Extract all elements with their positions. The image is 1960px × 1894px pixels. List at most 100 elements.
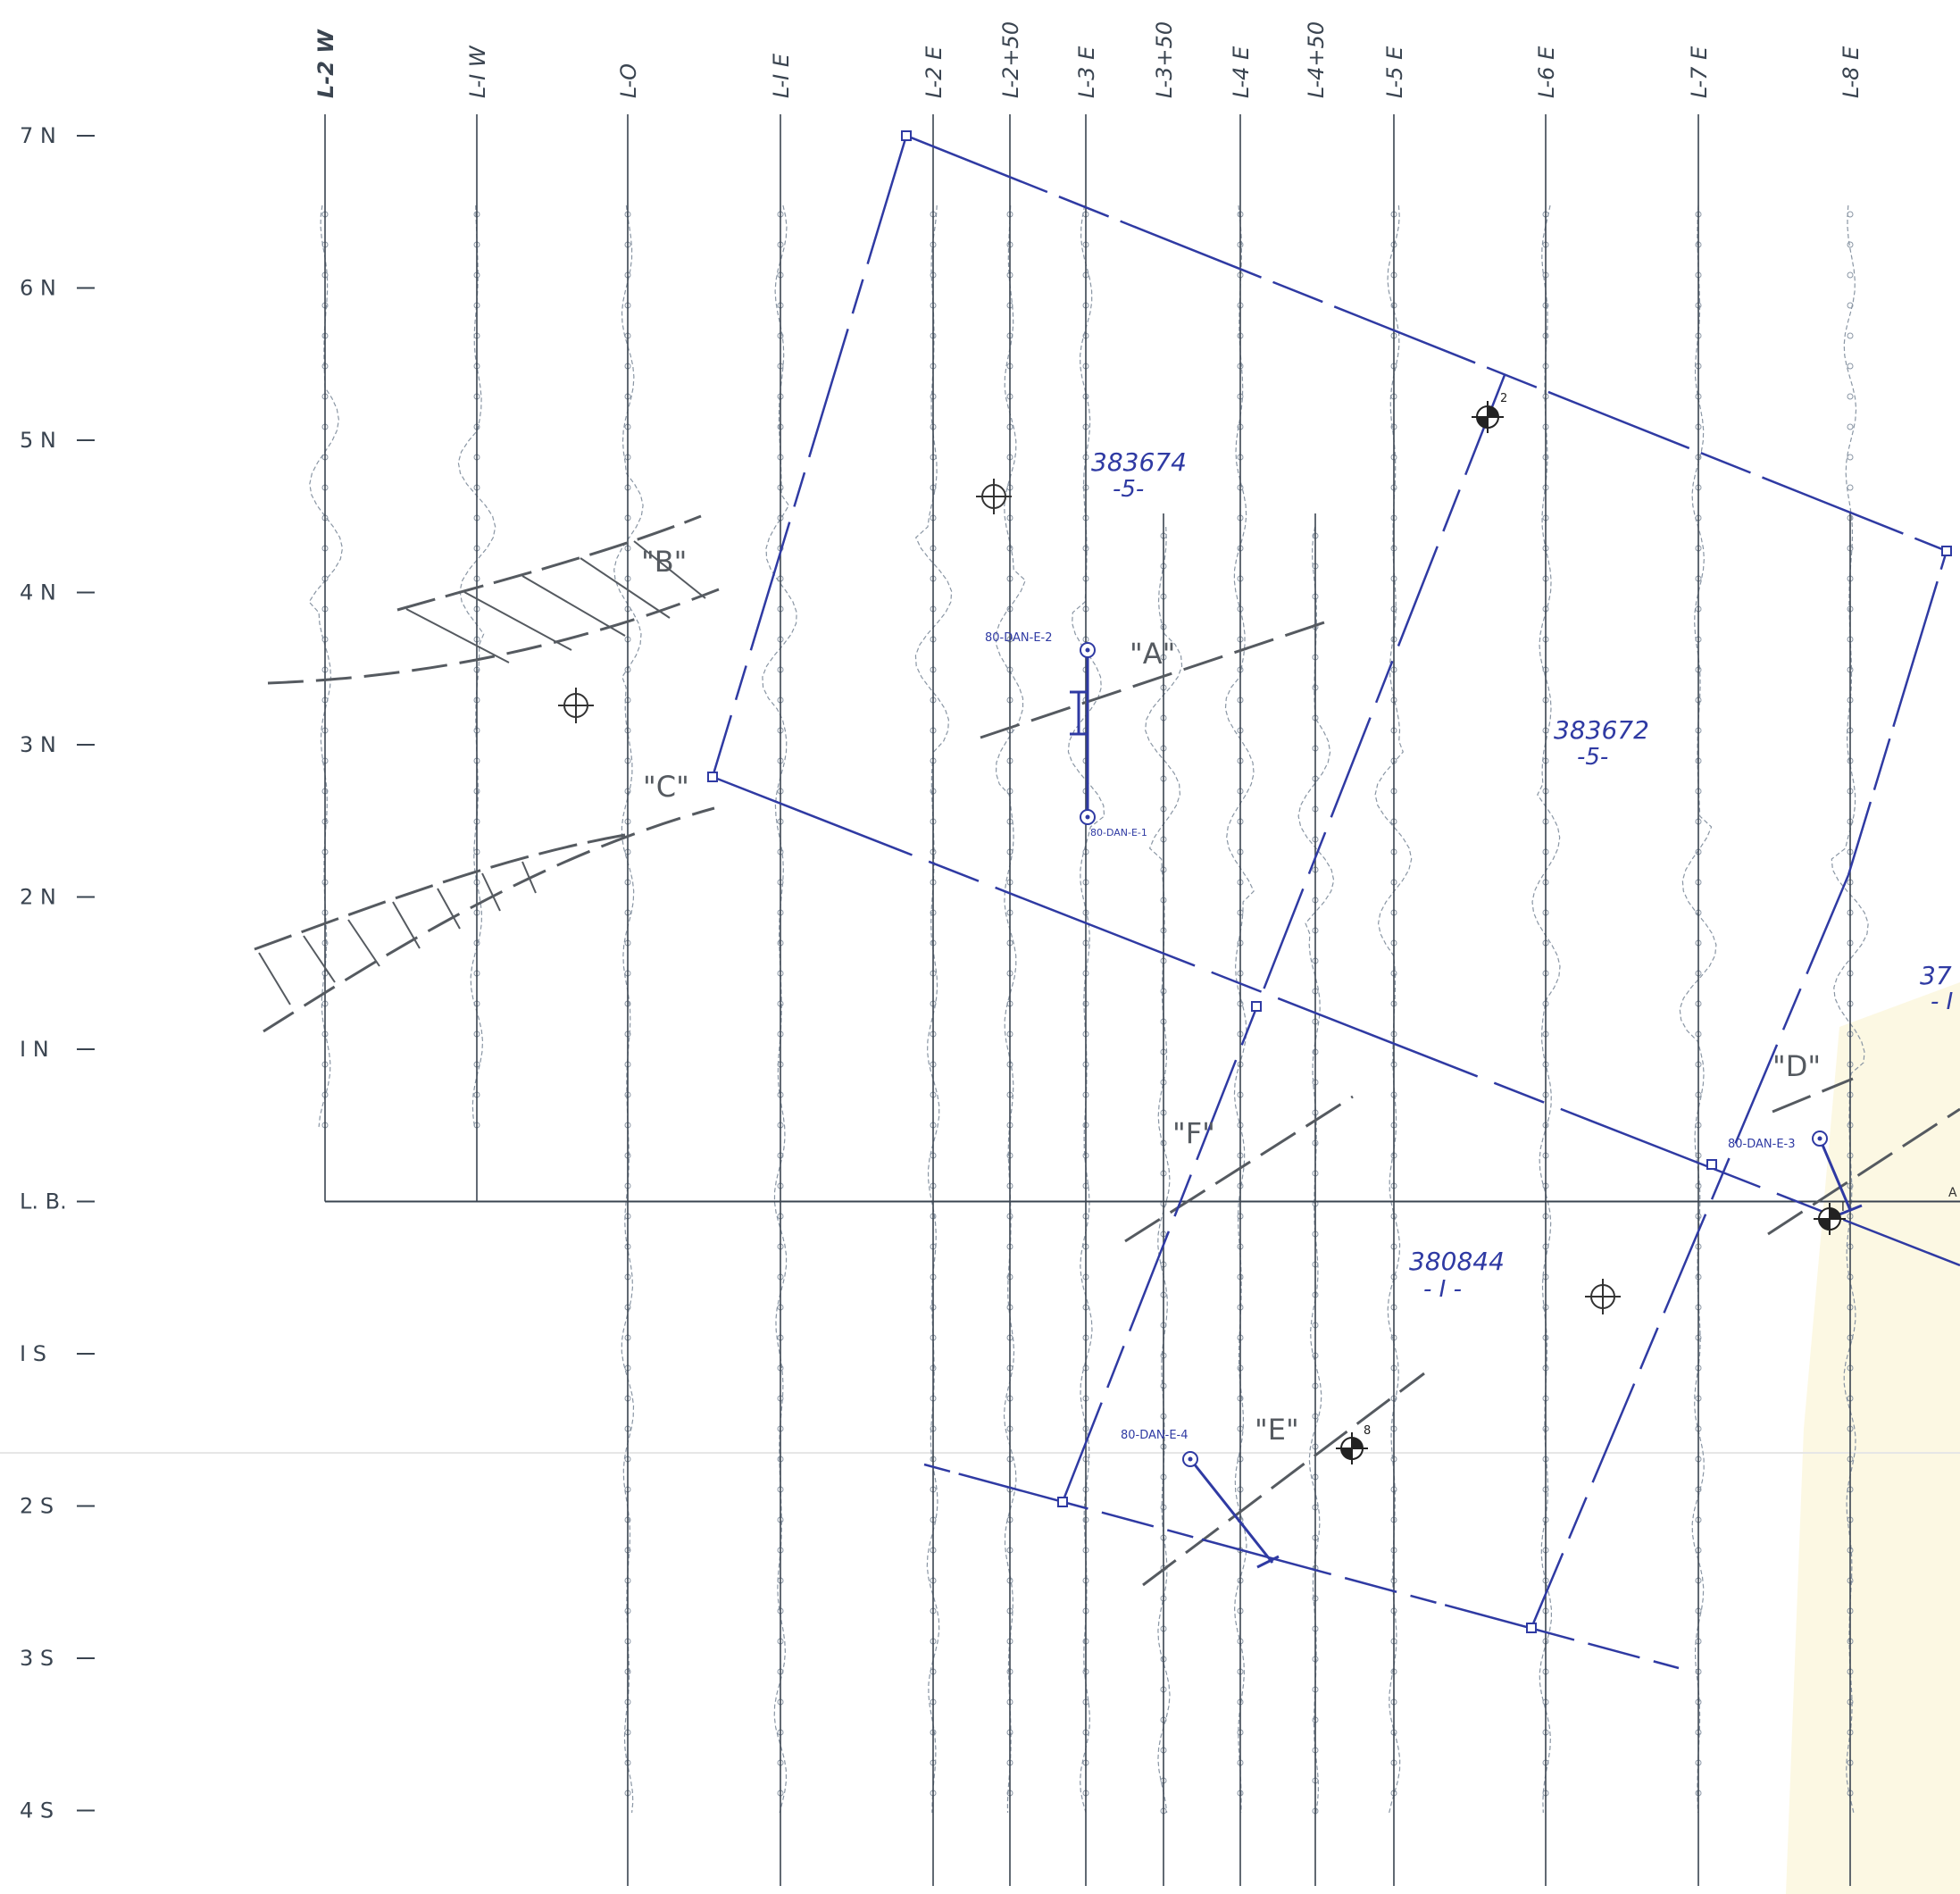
claim-tag-8: 8 <box>1336 1424 1371 1464</box>
profile-trace <box>1297 526 1335 1814</box>
drill-label-e4: 80-DAN-E-4 <box>1121 1429 1189 1442</box>
anomaly-axis-d-upper <box>1772 1077 1854 1114</box>
station-label: 3 S <box>20 1646 54 1671</box>
station-label: 4 S <box>20 1798 54 1823</box>
claim-380844-south-boundary <box>923 1463 1680 1670</box>
line-label: L-4 E <box>1229 46 1254 98</box>
anomaly-axis-d-lower <box>1767 1107 1960 1236</box>
profile-trace <box>1679 204 1717 1814</box>
reading-mark <box>1847 423 1854 430</box>
profile-trace <box>914 204 953 1814</box>
target-symbol <box>976 479 1012 514</box>
claim-labels: 383674 -5- 383672 -5- 380844 - I - 37 - … <box>1091 447 1953 1303</box>
claim-number-380844: 380844 <box>1409 1247 1505 1276</box>
claim-units-partial: - I <box>1931 989 1953 1015</box>
claim-units-380844: - I - <box>1423 1276 1462 1303</box>
station-label: 2 N <box>20 885 56 910</box>
claim-tags: 2 8 I <box>1336 392 1846 1464</box>
reading-mark <box>1847 363 1854 370</box>
reading-mark <box>1847 454 1854 461</box>
claim-boundaries <box>711 134 1960 1670</box>
reading-mark <box>1847 484 1854 491</box>
anomaly-label-a: "A" <box>1130 637 1175 671</box>
zone-b-lower-edge <box>267 588 720 685</box>
anomaly-label-f: "F" <box>1172 1116 1215 1150</box>
line-labels: L-2 W L-I W L-O L-I E L-2 E L-2+50 L-3 E L-3+50… <box>313 21 1864 98</box>
zone-c-lower-edge <box>263 806 715 1033</box>
claim-divider-north <box>1061 374 1506 1503</box>
claim-post <box>1706 1159 1717 1170</box>
edge-text: A <box>1948 1186 1957 1200</box>
claim-number-383672: 383672 <box>1554 715 1649 745</box>
target-symbol <box>1585 1279 1621 1314</box>
claim-tag-i: I <box>1814 1201 1846 1235</box>
zone-b-upper-edge <box>396 514 702 612</box>
reading-mark <box>1847 302 1854 309</box>
drill-label-e3: 80-DAN-E-3 <box>1728 1138 1796 1151</box>
profile-trace <box>613 204 644 1814</box>
line-label: L-O <box>616 63 641 98</box>
anomaly-label-b: "B" <box>641 545 687 579</box>
line-label: L-3 E <box>1074 46 1099 98</box>
drill-hole-labels: 80-DAN-E-2 80-DAN-E-1 80-DAN-E-3 80-DAN-… <box>985 631 1796 1442</box>
survey-targets <box>558 479 1621 1314</box>
line-label: L-7 E <box>1687 46 1712 98</box>
claim-post <box>1526 1623 1537 1633</box>
claim-post <box>1251 1001 1262 1012</box>
station-label: L. B. <box>20 1189 67 1214</box>
claim-south-boundary <box>712 775 1960 1267</box>
profile-trace <box>1531 204 1561 1814</box>
drill-trace-e3-end <box>1839 1204 1863 1216</box>
zone-b-hatching <box>405 540 706 663</box>
anomaly-zones <box>254 514 1960 1587</box>
station-label: 7 N <box>20 123 56 148</box>
anomaly-label-e: "E" <box>1255 1413 1299 1447</box>
anomaly-zone-b <box>267 514 720 685</box>
profile-trace <box>1224 204 1255 1814</box>
survey-grid <box>324 114 1960 1886</box>
anomaly-axis-e <box>1142 1372 1425 1587</box>
profile-trace <box>1145 526 1183 1814</box>
zone-c-upper-edge <box>254 833 626 951</box>
line-label: L-2 W <box>313 29 338 98</box>
claim-units-383672: -5- <box>1577 744 1608 771</box>
line-label: L-4+50 <box>1304 21 1329 98</box>
station-label: 4 N <box>20 580 56 605</box>
profile-trace <box>308 204 344 1128</box>
line-label: L-I W <box>465 45 490 98</box>
drill-trace-e4 <box>1189 1458 1274 1564</box>
claim-tag-2: 2 <box>1472 392 1507 433</box>
reading-mark <box>1847 241 1854 248</box>
drill-trace-e3 <box>1818 1138 1852 1211</box>
claim-tag-label: I <box>1841 1201 1845 1214</box>
station-label: 2 S <box>20 1494 54 1519</box>
line-label: L-2 E <box>922 46 947 98</box>
station-labels: 7 N 6 N 5 N 4 N 3 N 2 N I N L. B. I S 2 S 3 S 4 S <box>20 123 95 1823</box>
line-label: L-3+50 <box>1152 21 1177 98</box>
anomaly-labels: "A" "B" "C" "D" "E" "F" <box>641 545 1821 1447</box>
profile-trace <box>995 204 1027 1814</box>
claim-tag-label: 2 <box>1500 392 1507 405</box>
reading-mark <box>1847 271 1854 279</box>
station-label: I S <box>20 1341 46 1366</box>
claim-post <box>1941 546 1952 556</box>
anomaly-zone-c <box>254 806 715 1033</box>
line-label: L-8 E <box>1839 46 1864 98</box>
claim-post <box>1057 1497 1068 1507</box>
claim-posts <box>707 130 1952 1633</box>
station-label: 6 N <box>20 276 56 301</box>
claim-number-partial: 37 <box>1920 961 1952 990</box>
reading-mark <box>1847 211 1854 218</box>
line-label: L-5 E <box>1382 46 1407 98</box>
station-label: I N <box>20 1037 49 1062</box>
profile-trace <box>1831 204 1869 1814</box>
drill-trace-e4-end <box>1256 1555 1280 1569</box>
anomaly-label-d: "D" <box>1772 1049 1821 1083</box>
line-label: L-2+50 <box>998 21 1023 98</box>
claim-number-383674: 383674 <box>1091 447 1187 477</box>
reading-mark <box>1847 393 1854 400</box>
drill-label-e2: 80-DAN-E-2 <box>985 631 1053 645</box>
reading-mark <box>1847 332 1854 339</box>
anomaly-label-c: "C" <box>643 770 689 804</box>
